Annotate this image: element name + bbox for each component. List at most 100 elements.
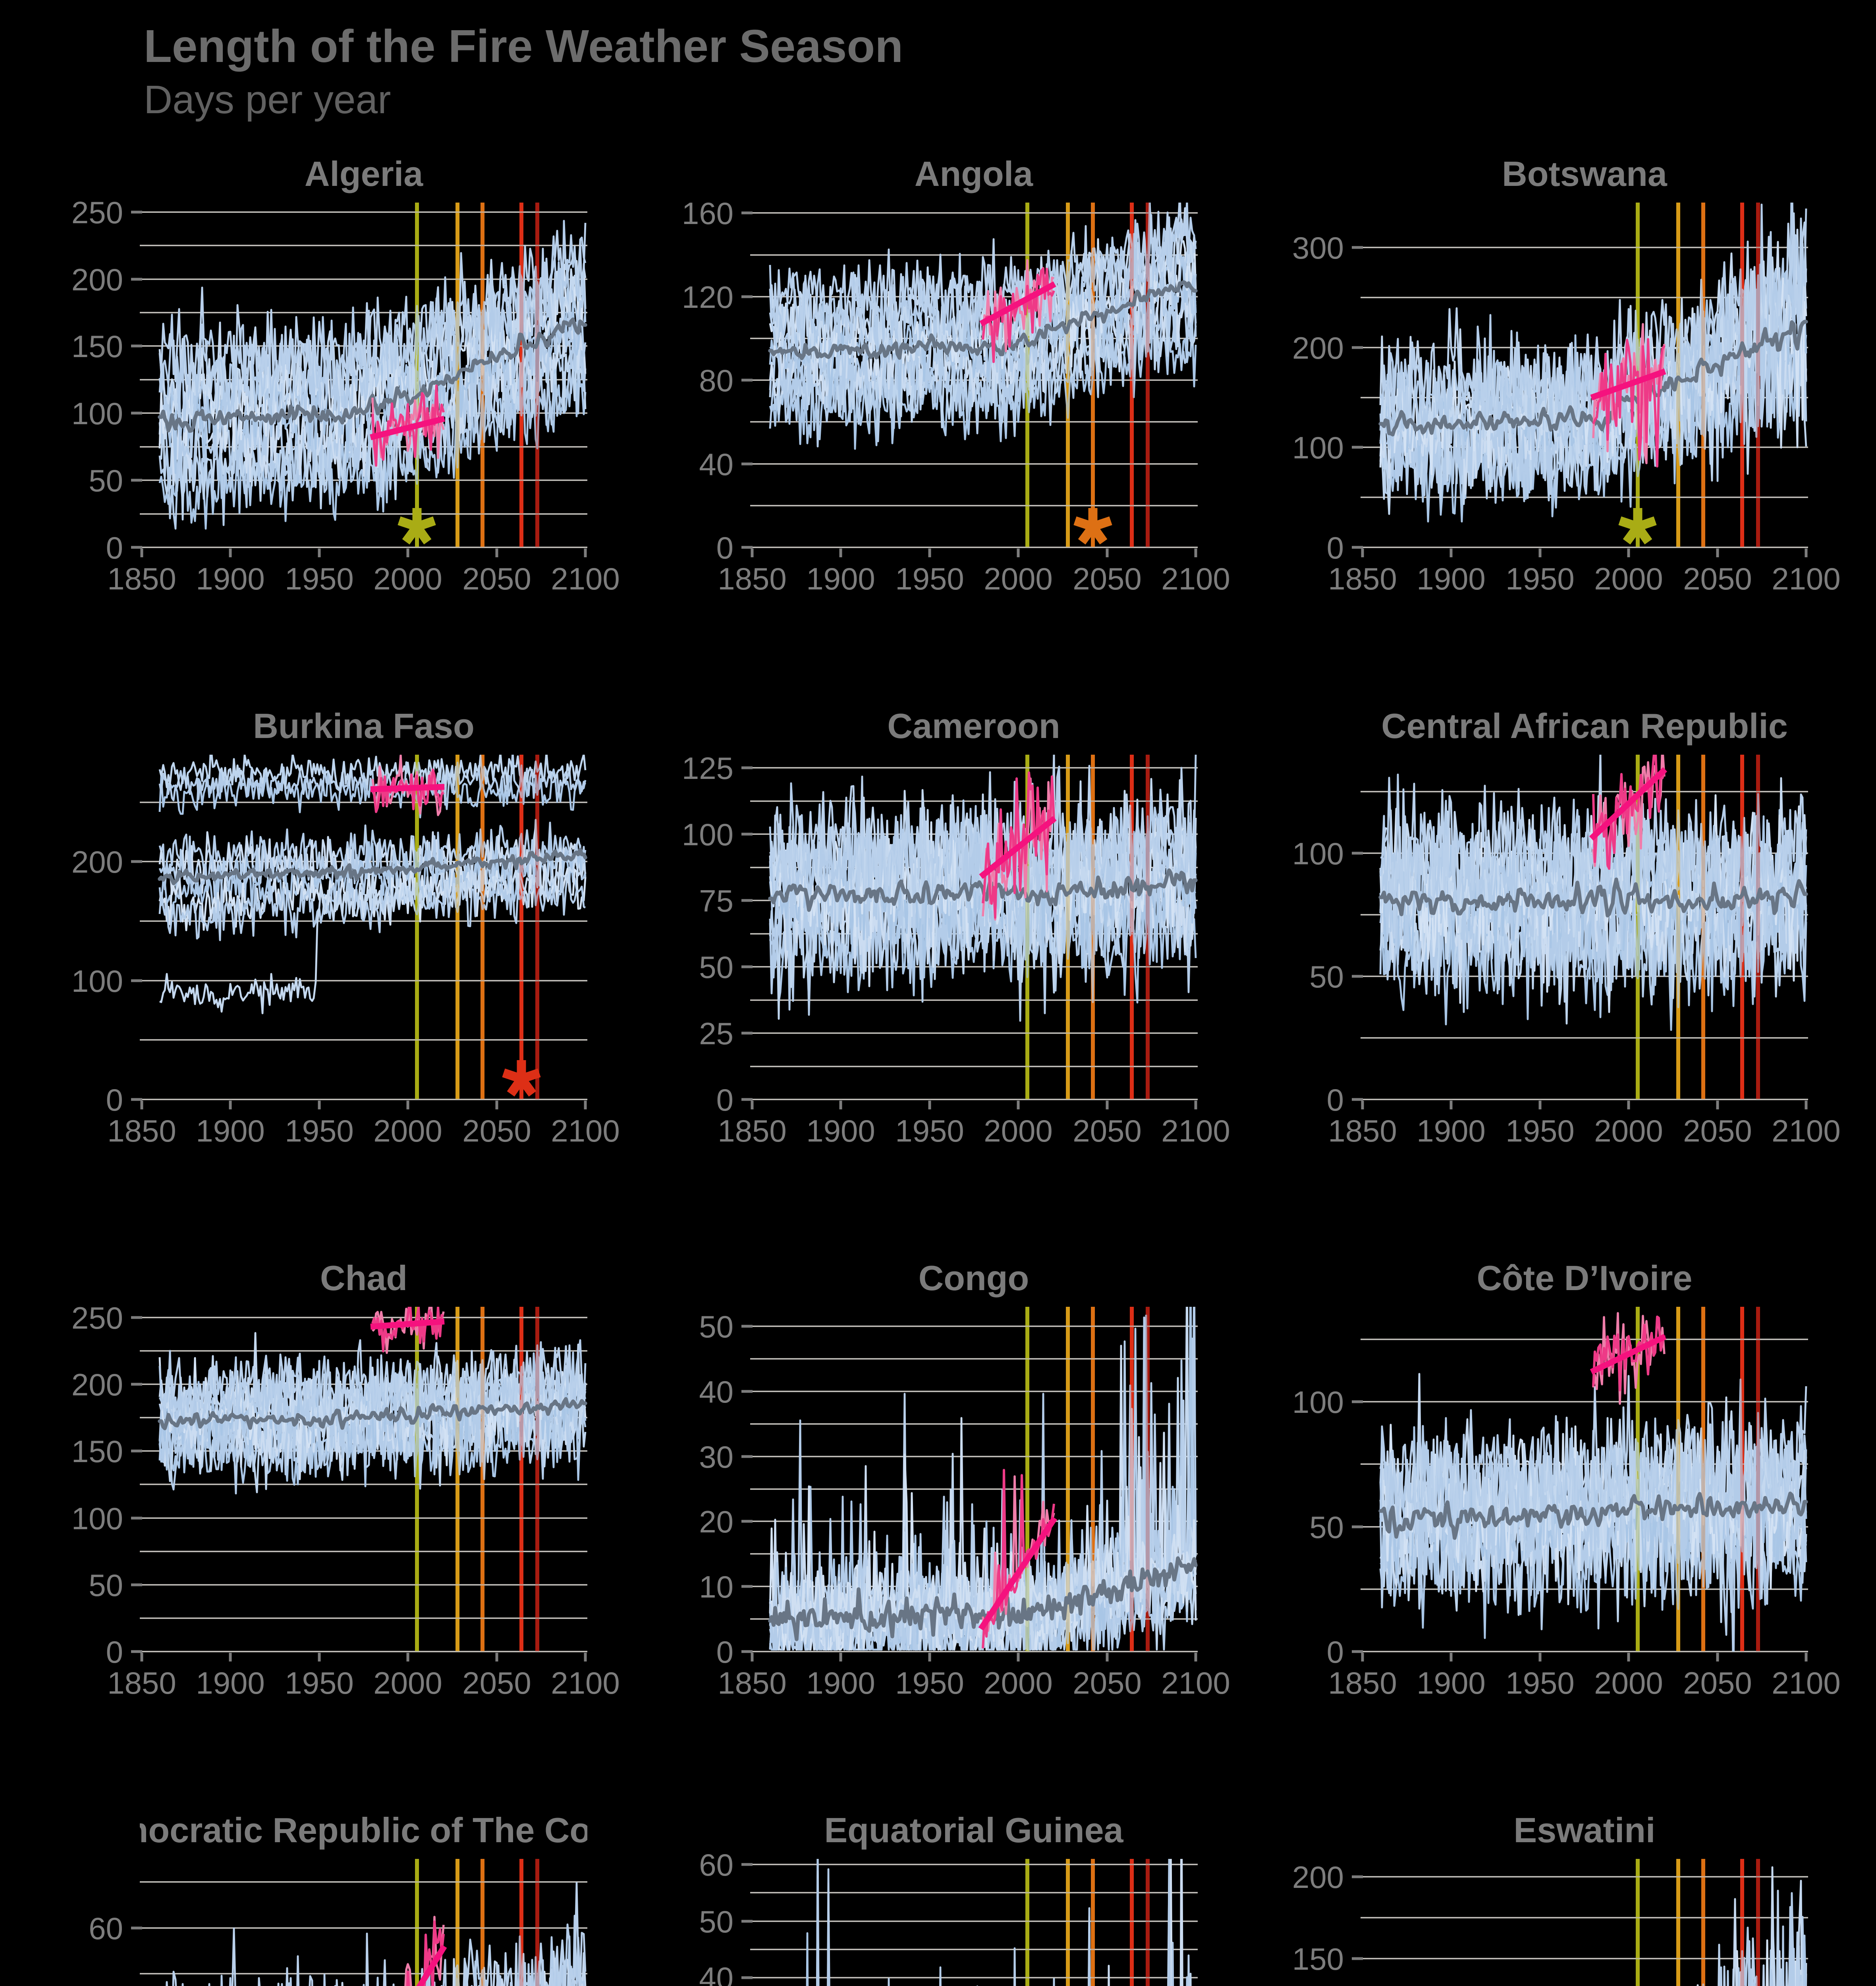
svg-text:50: 50: [699, 950, 733, 985]
svg-text:1950: 1950: [1505, 1113, 1575, 1148]
svg-text:2000: 2000: [984, 1665, 1053, 1700]
svg-text:2100: 2100: [1772, 1665, 1841, 1700]
svg-text:2050: 2050: [462, 1665, 531, 1700]
svg-text:1850: 1850: [718, 1665, 787, 1700]
svg-text:120: 120: [682, 280, 733, 315]
svg-text:1850: 1850: [107, 1113, 176, 1148]
svg-text:2000: 2000: [373, 1665, 442, 1700]
svg-text:2100: 2100: [551, 1665, 620, 1700]
svg-text:2050: 2050: [462, 1113, 531, 1148]
svg-text:2000: 2000: [984, 561, 1053, 596]
svg-text:50: 50: [89, 463, 123, 498]
svg-text:Days per year: Days per year: [144, 77, 391, 122]
svg-text:1850: 1850: [1328, 561, 1397, 596]
svg-text:1900: 1900: [806, 561, 875, 596]
svg-text:40: 40: [699, 1374, 733, 1409]
svg-text:30: 30: [699, 1439, 733, 1474]
svg-text:2000: 2000: [984, 1113, 1053, 1148]
svg-text:100: 100: [1292, 836, 1344, 871]
svg-text:200: 200: [1292, 330, 1344, 365]
svg-text:0: 0: [106, 1634, 123, 1669]
svg-text:0: 0: [106, 530, 123, 565]
svg-text:100: 100: [71, 396, 123, 431]
svg-text:1900: 1900: [196, 1113, 265, 1148]
svg-text:0: 0: [1327, 530, 1344, 565]
svg-text:2050: 2050: [1073, 561, 1142, 596]
svg-text:2100: 2100: [1161, 1665, 1230, 1700]
svg-text:40: 40: [699, 1961, 733, 1986]
svg-text:1950: 1950: [285, 561, 354, 596]
svg-text:0: 0: [1327, 1634, 1344, 1669]
svg-text:1850: 1850: [107, 561, 176, 596]
svg-text:2050: 2050: [1683, 561, 1752, 596]
svg-text:1950: 1950: [1505, 1665, 1575, 1700]
svg-text:1950: 1950: [895, 1665, 964, 1700]
svg-text:2100: 2100: [551, 561, 620, 596]
svg-text:150: 150: [71, 329, 123, 364]
svg-text:20: 20: [699, 1504, 733, 1539]
svg-text:80: 80: [699, 363, 733, 398]
svg-text:1950: 1950: [895, 561, 964, 596]
svg-text:2050: 2050: [1073, 1665, 1142, 1700]
svg-text:0: 0: [1327, 1082, 1344, 1117]
svg-text:1950: 1950: [895, 1113, 964, 1148]
svg-text:150: 150: [1292, 1942, 1344, 1976]
svg-text:Length of the Fire Weather Sea: Length of the Fire Weather Season: [144, 20, 903, 72]
svg-text:160: 160: [682, 196, 733, 231]
svg-text:Angola: Angola: [915, 154, 1033, 193]
svg-text:1900: 1900: [1417, 1665, 1486, 1700]
svg-text:2050: 2050: [1073, 1113, 1142, 1148]
svg-text:75: 75: [699, 883, 733, 918]
svg-text:25: 25: [699, 1016, 733, 1051]
svg-text:1950: 1950: [1505, 561, 1575, 596]
svg-text:2000: 2000: [1594, 561, 1663, 596]
svg-text:2100: 2100: [1161, 561, 1230, 596]
svg-text:Cameroon: Cameroon: [887, 706, 1060, 746]
svg-text:1850: 1850: [1328, 1665, 1397, 1700]
svg-text:2100: 2100: [1161, 1113, 1230, 1148]
svg-text:50: 50: [699, 1309, 733, 1344]
svg-text:1950: 1950: [285, 1113, 354, 1148]
svg-text:1900: 1900: [196, 561, 265, 596]
svg-text:1900: 1900: [196, 1665, 265, 1700]
svg-text:200: 200: [71, 262, 123, 297]
svg-text:50: 50: [89, 1568, 123, 1603]
svg-text:2000: 2000: [373, 1113, 442, 1148]
svg-text:60: 60: [89, 1911, 123, 1946]
svg-text:100: 100: [682, 817, 733, 852]
svg-text:50: 50: [699, 1904, 733, 1939]
svg-text:Congo: Congo: [919, 1258, 1029, 1298]
svg-text:2100: 2100: [1772, 1113, 1841, 1148]
svg-text:Chad: Chad: [320, 1258, 407, 1298]
svg-text:0: 0: [716, 530, 733, 565]
svg-text:200: 200: [1292, 1860, 1344, 1895]
svg-text:0: 0: [716, 1634, 733, 1669]
svg-text:1850: 1850: [718, 561, 787, 596]
svg-text:1900: 1900: [806, 1113, 875, 1148]
svg-text:Botswana: Botswana: [1502, 154, 1668, 193]
svg-text:50: 50: [1309, 959, 1344, 994]
svg-text:2000: 2000: [1594, 1113, 1663, 1148]
svg-text:2050: 2050: [462, 561, 531, 596]
svg-text:2000: 2000: [1594, 1665, 1663, 1700]
svg-text:50: 50: [1309, 1510, 1344, 1545]
svg-text:200: 200: [71, 844, 123, 879]
svg-text:250: 250: [71, 1300, 123, 1335]
svg-text:2000: 2000: [373, 561, 442, 596]
svg-text:100: 100: [1292, 430, 1344, 465]
svg-text:Burkina Faso: Burkina Faso: [253, 706, 474, 746]
svg-text:Côte D’Ivoire: Côte D’Ivoire: [1477, 1258, 1693, 1298]
svg-text:100: 100: [1292, 1385, 1344, 1420]
svg-text:40: 40: [699, 447, 733, 482]
svg-text:250: 250: [71, 195, 123, 230]
svg-text:1950: 1950: [285, 1665, 354, 1700]
svg-text:1900: 1900: [1417, 561, 1486, 596]
svg-text:Equatorial Guinea: Equatorial Guinea: [824, 1810, 1123, 1850]
svg-text:300: 300: [1292, 230, 1344, 265]
svg-text:1850: 1850: [1328, 1113, 1397, 1148]
svg-text:100: 100: [71, 964, 123, 999]
svg-text:150: 150: [71, 1434, 123, 1469]
svg-text:2100: 2100: [1772, 561, 1841, 596]
svg-text:Democratic Republic of The Con: Democratic Republic of The Congo: [73, 1810, 655, 1850]
svg-text:0: 0: [106, 1082, 123, 1117]
